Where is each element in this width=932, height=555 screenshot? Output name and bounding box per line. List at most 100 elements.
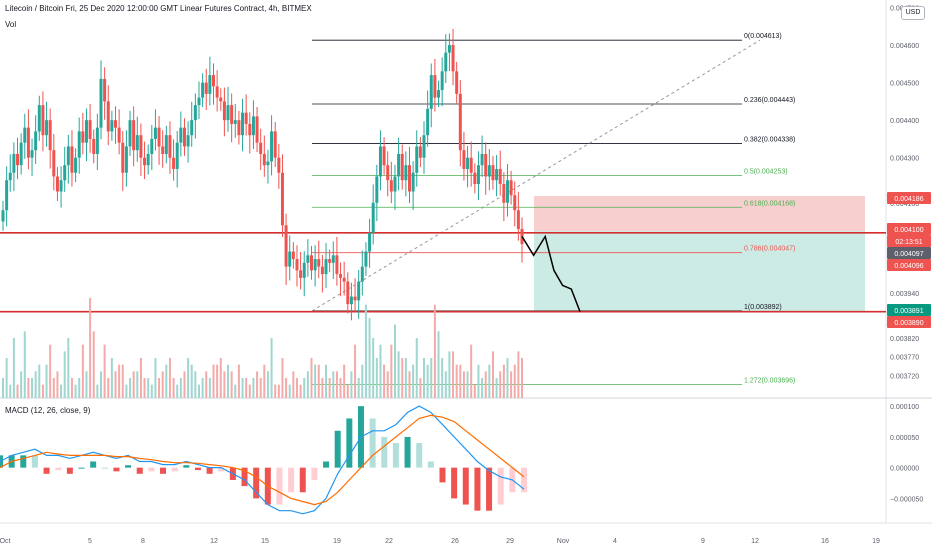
candle-body: [233, 120, 237, 124]
macd-histogram-bar: [462, 467, 469, 505]
candle-body: [1, 210, 5, 222]
candle-body: [226, 105, 230, 121]
candle-body: [288, 251, 292, 267]
volume-bar: [223, 371, 226, 398]
candle-body: [84, 120, 88, 143]
macd-histogram-bar: [78, 467, 85, 469]
macd-histogram-bar: [334, 430, 341, 468]
macd-axis-tick: −0.000050: [890, 496, 923, 503]
volume-bar: [70, 378, 73, 398]
volume-bar: [230, 371, 233, 398]
candle-body: [103, 78, 107, 102]
candle-body: [433, 75, 437, 98]
candle-body: [222, 101, 226, 121]
volume-bar: [194, 371, 197, 398]
candle-body: [418, 146, 422, 158]
candle-body: [324, 259, 328, 275]
price-label: 0.004186: [894, 196, 923, 203]
volume-bar: [74, 384, 77, 398]
candle-body: [437, 90, 441, 98]
volume-bar: [274, 384, 277, 398]
fib-level-label: 0.236(0.004443): [744, 97, 795, 104]
time-axis-tick: 29: [506, 538, 514, 545]
volume-bar: [412, 364, 415, 398]
time-axis-tick: 19: [333, 538, 341, 545]
volume-bar: [63, 351, 66, 398]
candle-body: [161, 146, 165, 154]
candle-body: [143, 157, 147, 166]
candle-body: [513, 195, 517, 211]
price-label: 0.004100: [894, 227, 923, 234]
volume-bar: [393, 324, 396, 398]
price-label-bg: [887, 235, 931, 247]
volume-bar: [248, 384, 251, 398]
price-label-bg: [887, 247, 931, 259]
candle-body: [397, 153, 401, 177]
fib-level-label: 1.272(0.003696): [744, 377, 795, 384]
time-axis-tick: 9: [701, 538, 705, 545]
macd-histogram-bar: [66, 467, 73, 474]
volume-bar: [281, 358, 284, 398]
macd-histogram-bar: [299, 467, 306, 493]
macd-histogram-bar: [369, 418, 376, 468]
price-label-bg: [887, 316, 931, 328]
macd-histogram-bar: [404, 436, 411, 468]
volume-bar: [452, 351, 455, 398]
candle-body: [357, 281, 361, 301]
volume-bar: [499, 371, 502, 398]
candle-body: [509, 180, 513, 196]
candle-body: [320, 266, 324, 275]
volume-bar: [165, 364, 168, 398]
candle-body: [208, 75, 212, 94]
candle-body: [19, 142, 23, 166]
projection-path[interactable]: [521, 234, 581, 312]
volume-bar: [96, 384, 99, 398]
candle-body: [393, 176, 397, 192]
volume-bar: [295, 378, 298, 398]
candle-body: [52, 150, 56, 177]
time-axis-tick: 26: [451, 538, 459, 545]
volume-bar: [81, 344, 84, 398]
volume-bar: [45, 364, 48, 398]
candle-body: [48, 120, 52, 151]
macd-histogram-bar: [288, 467, 295, 493]
volume-bar: [462, 371, 465, 398]
volume-bar: [364, 304, 367, 398]
volume-bar: [430, 358, 433, 398]
volume-bar: [419, 378, 422, 398]
volume-bar: [401, 358, 404, 398]
candle-body: [426, 108, 430, 136]
candle-body: [106, 101, 110, 132]
volume-bar: [299, 384, 302, 398]
volume-bar: [288, 384, 291, 398]
candle-body: [505, 180, 509, 203]
candle-body: [400, 153, 404, 181]
volume-bar: [306, 371, 309, 398]
candle-body: [157, 127, 161, 147]
currency-button[interactable]: USD: [901, 6, 925, 20]
candle-body: [349, 296, 353, 305]
candle-body: [280, 172, 284, 226]
volume-bar: [404, 358, 407, 398]
candle-body: [212, 75, 216, 87]
volume-bar: [38, 364, 41, 398]
volume-bar: [125, 384, 128, 398]
candle-body: [331, 255, 335, 263]
volume-bar: [488, 364, 491, 398]
macd-histogram-bar: [497, 467, 504, 505]
time-axis-tick: 22: [385, 538, 393, 545]
candle-body: [16, 153, 20, 166]
volume-bar: [383, 364, 386, 398]
volume-bar: [205, 371, 208, 398]
volume-bar: [150, 384, 153, 398]
stop-loss-zone[interactable]: [534, 196, 865, 231]
candle-body: [476, 165, 480, 184]
volume-bar: [5, 358, 8, 398]
candle-body: [132, 120, 136, 151]
candle-body: [440, 71, 444, 91]
candle-body: [339, 274, 343, 278]
volume-bar: [216, 364, 219, 398]
take-profit-zone[interactable]: [534, 231, 865, 311]
